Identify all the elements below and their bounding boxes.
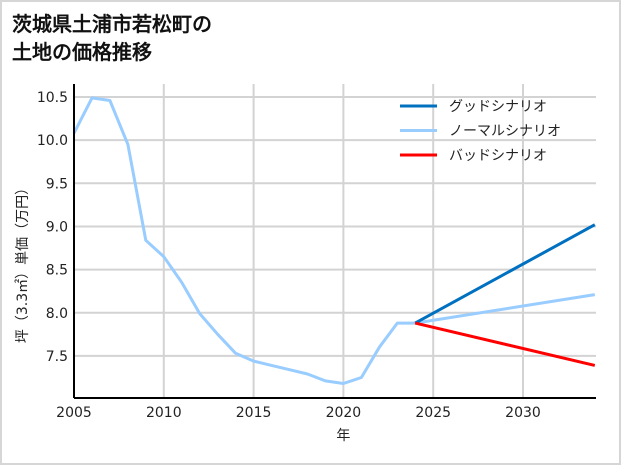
y-tick-label: 7.5 — [46, 349, 68, 365]
y-axis-label: 坪（3.3㎡）単価（万円） — [15, 181, 31, 343]
y-tick-label: 9.5 — [46, 176, 68, 192]
legend-label: ノーマルシナリオ — [449, 124, 561, 140]
title-line-1: 茨城県土浦市若松町の — [12, 12, 212, 36]
axes — [73, 84, 596, 399]
chart-title: 茨城県土浦市若松町の 土地の価格推移 — [12, 10, 212, 66]
legend-label: グッドシナリオ — [449, 99, 547, 115]
axis-labels: 年 坪（3.3㎡）単価（万円） — [15, 181, 350, 444]
tick-labels: 2005 2010 2015 2020 2025 2030 7.5 8.0 8.5 9.0 9.5 1… — [37, 90, 541, 421]
series-line — [72, 96, 596, 385]
series-line — [414, 321, 596, 367]
data-lines — [72, 96, 596, 385]
y-tick-label: 10.5 — [37, 90, 68, 106]
title-line-2: 土地の価格推移 — [12, 40, 152, 64]
x-tick-label: 2030 — [505, 405, 541, 421]
series-line — [414, 223, 596, 325]
x-tick-label: 2005 — [56, 405, 92, 421]
y-tick-label: 9.0 — [46, 219, 68, 235]
x-tick-label: 2010 — [146, 405, 182, 421]
x-tick-label: 2015 — [236, 405, 272, 421]
x-axis-label: 年 — [336, 428, 350, 444]
y-tick-label: 10.0 — [37, 133, 68, 149]
grid-lines — [74, 84, 596, 398]
y-tick-label: 8.0 — [46, 306, 68, 322]
x-tick-label: 2020 — [326, 405, 362, 421]
y-tick-label: 8.5 — [46, 263, 68, 279]
x-tick-label: 2025 — [415, 405, 451, 421]
legend-label: バッドシナリオ — [449, 148, 547, 164]
